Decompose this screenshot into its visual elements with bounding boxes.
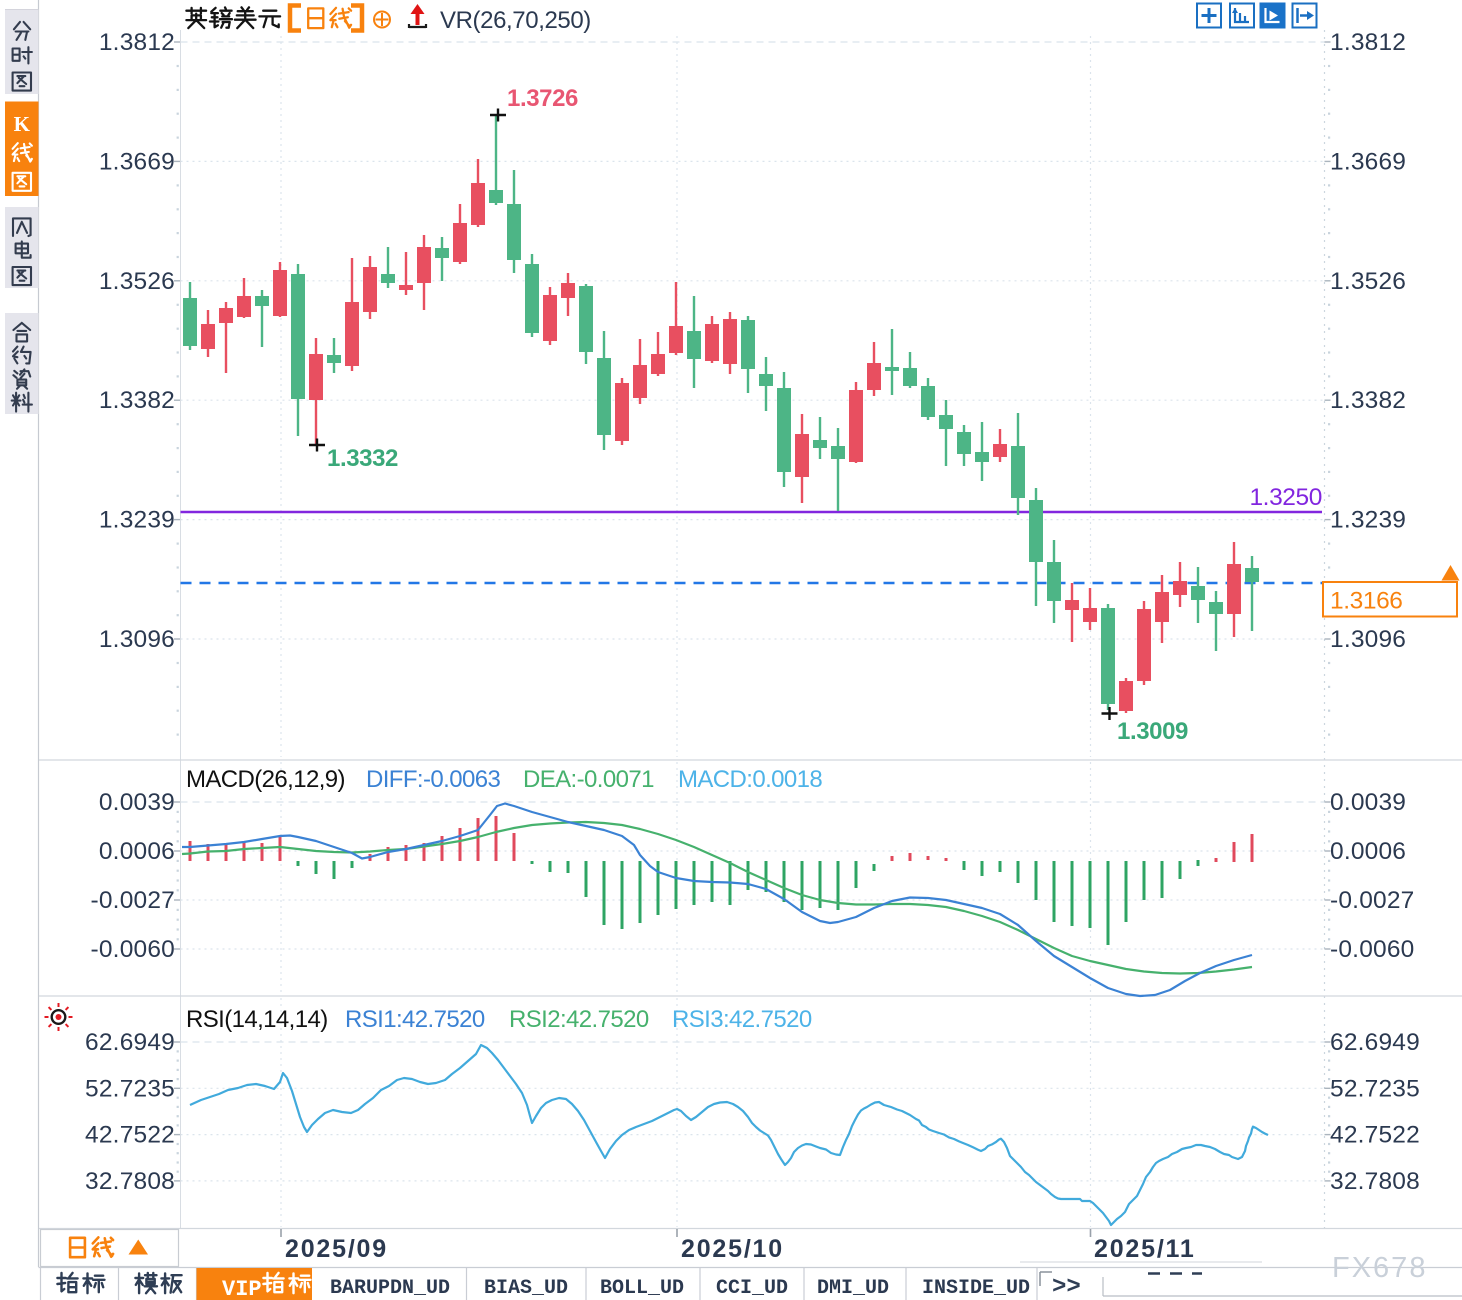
- svg-text:1.3239: 1.3239: [1330, 507, 1406, 534]
- svg-text:52.7235: 52.7235: [1330, 1075, 1420, 1102]
- svg-text:INSIDE_UD: INSIDE_UD: [922, 1277, 1030, 1300]
- svg-text:-0.0027: -0.0027: [1330, 887, 1415, 914]
- svg-text:32.7808: 32.7808: [1330, 1168, 1420, 1195]
- svg-text:0.0039: 0.0039: [99, 789, 175, 816]
- svg-text:1.3096: 1.3096: [1330, 626, 1406, 653]
- svg-text:BARUPDN_UD: BARUPDN_UD: [330, 1277, 450, 1300]
- svg-text:2025/10: 2025/10: [681, 1235, 784, 1263]
- svg-text:1.3239: 1.3239: [99, 507, 175, 534]
- svg-text:-0.0060: -0.0060: [91, 936, 176, 963]
- svg-text:RSI2:42.7520: RSI2:42.7520: [509, 1006, 649, 1033]
- svg-text:1.3250: 1.3250: [1249, 484, 1322, 511]
- svg-text:42.7522: 42.7522: [1330, 1122, 1420, 1149]
- svg-text:1.3382: 1.3382: [99, 387, 175, 414]
- svg-text:1.3096: 1.3096: [99, 626, 175, 653]
- svg-text:DEA:-0.0071: DEA:-0.0071: [523, 766, 654, 793]
- svg-text:VR(26,70,250): VR(26,70,250): [440, 7, 591, 34]
- svg-text:0.0006: 0.0006: [1330, 838, 1406, 865]
- svg-text:MACD(26,12,9): MACD(26,12,9): [186, 766, 345, 793]
- svg-text:42.7522: 42.7522: [85, 1122, 175, 1149]
- svg-text:FX678: FX678: [1332, 1252, 1427, 1284]
- svg-text:K: K: [14, 112, 31, 136]
- svg-text:1.3669: 1.3669: [99, 148, 175, 175]
- svg-text:1.3669: 1.3669: [1330, 148, 1406, 175]
- svg-text:1.3812: 1.3812: [1330, 29, 1406, 56]
- svg-text:1.3382: 1.3382: [1330, 387, 1406, 414]
- svg-text:62.6949: 62.6949: [1330, 1029, 1420, 1056]
- svg-text:2025/09: 2025/09: [285, 1235, 388, 1263]
- svg-text:1.3332: 1.3332: [327, 445, 398, 472]
- svg-text:DMI_UD: DMI_UD: [817, 1277, 889, 1300]
- svg-text:RSI1:42.7520: RSI1:42.7520: [345, 1006, 485, 1033]
- svg-text:CCI_UD: CCI_UD: [716, 1277, 788, 1300]
- svg-text:-0.0027: -0.0027: [91, 887, 176, 914]
- svg-text:-0.0060: -0.0060: [1330, 936, 1415, 963]
- svg-text:>>: >>: [1052, 1274, 1081, 1300]
- svg-text:1.3526: 1.3526: [1330, 268, 1406, 295]
- svg-text:1.3526: 1.3526: [99, 268, 175, 295]
- svg-text:0.0006: 0.0006: [99, 838, 175, 865]
- svg-text:1.3166: 1.3166: [1330, 588, 1403, 615]
- svg-text:1.3009: 1.3009: [1117, 718, 1188, 745]
- svg-text:BOLL_UD: BOLL_UD: [600, 1277, 684, 1300]
- svg-text:BIAS_UD: BIAS_UD: [484, 1277, 568, 1300]
- svg-text:52.7235: 52.7235: [85, 1075, 175, 1102]
- svg-text:RSI(14,14,14): RSI(14,14,14): [186, 1006, 328, 1033]
- svg-text:DIFF:-0.0063: DIFF:-0.0063: [366, 766, 500, 793]
- svg-text:32.7808: 32.7808: [85, 1168, 175, 1195]
- svg-text:MACD:0.0018: MACD:0.0018: [678, 766, 822, 793]
- svg-text:1.3726: 1.3726: [507, 85, 578, 112]
- svg-text:2025/11: 2025/11: [1094, 1235, 1196, 1263]
- svg-text:VIP: VIP: [222, 1277, 262, 1300]
- svg-text:1.3812: 1.3812: [99, 29, 175, 56]
- svg-text:62.6949: 62.6949: [85, 1029, 175, 1056]
- svg-text:RSI3:42.7520: RSI3:42.7520: [672, 1006, 812, 1033]
- svg-text:0.0039: 0.0039: [1330, 789, 1406, 816]
